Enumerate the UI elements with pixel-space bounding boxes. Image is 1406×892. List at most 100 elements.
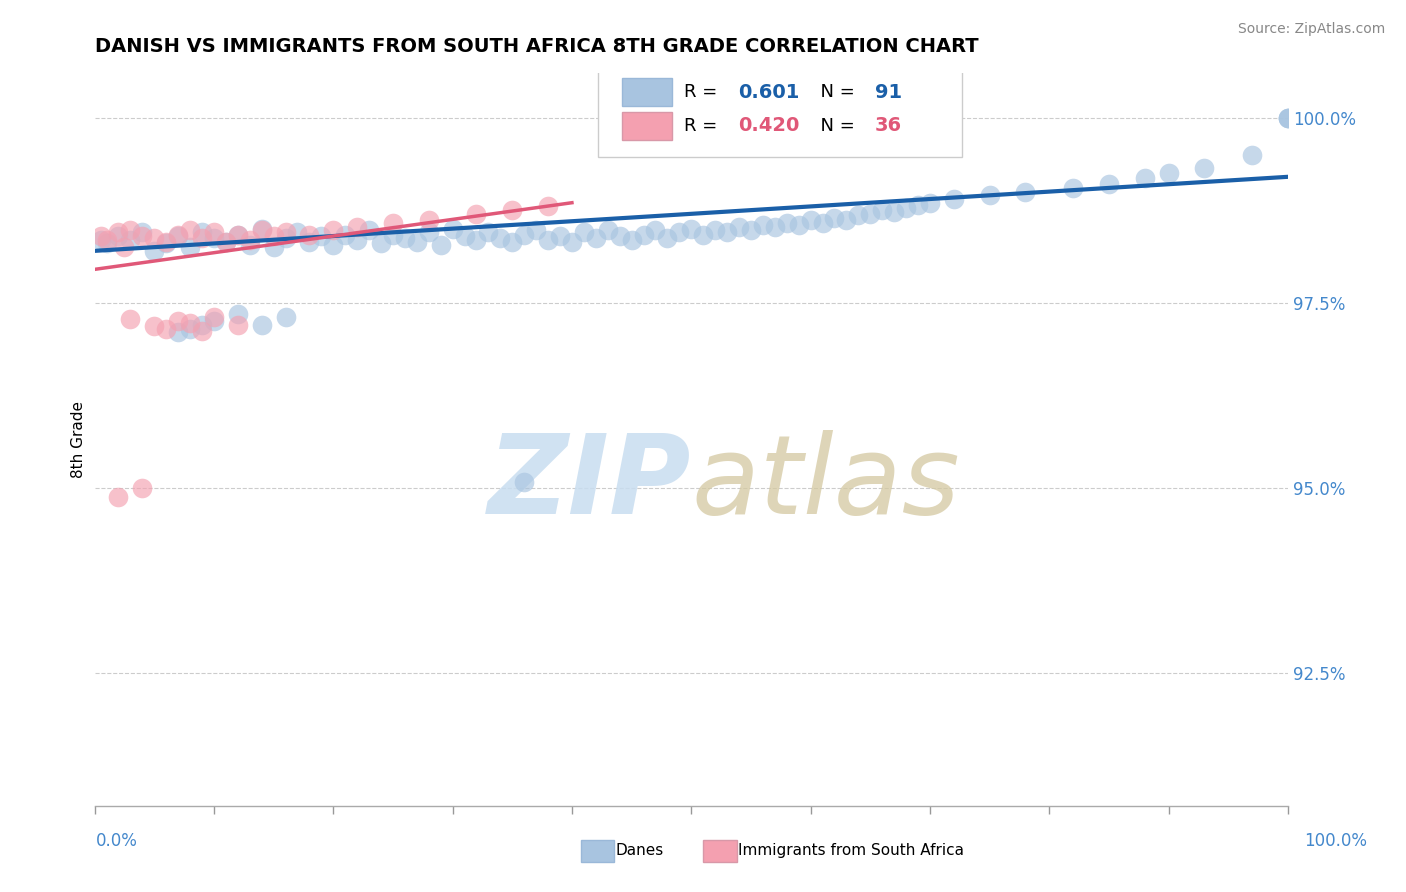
Point	[824, 211, 846, 225]
Point	[112, 240, 135, 254]
Point	[381, 227, 404, 242]
Point	[155, 236, 177, 251]
Point	[1098, 178, 1121, 192]
Point	[191, 324, 214, 338]
Point	[728, 220, 751, 235]
Point	[322, 238, 344, 252]
Text: Source: ZipAtlas.com: Source: ZipAtlas.com	[1237, 22, 1385, 37]
Point	[465, 207, 488, 221]
FancyBboxPatch shape	[621, 112, 672, 140]
Point	[143, 319, 166, 334]
Point	[942, 192, 965, 206]
Point	[226, 307, 249, 321]
Text: 91: 91	[875, 83, 903, 102]
Point	[191, 318, 214, 332]
Point	[202, 314, 225, 328]
Text: 0.0%: 0.0%	[96, 831, 138, 849]
Point	[346, 233, 368, 247]
Point	[846, 208, 869, 222]
Point	[215, 235, 238, 249]
Point	[1241, 147, 1264, 161]
Point	[1014, 185, 1036, 199]
Point	[394, 230, 416, 244]
Point	[1277, 111, 1299, 125]
Point	[787, 218, 810, 232]
Point	[370, 236, 392, 251]
Point	[1194, 161, 1216, 175]
Point	[835, 212, 858, 227]
Point	[657, 230, 679, 244]
Point	[918, 195, 941, 210]
Text: 0.420: 0.420	[738, 117, 799, 136]
Text: 0.601: 0.601	[738, 83, 799, 102]
Point	[90, 233, 112, 247]
Text: Immigrants from South Africa: Immigrants from South Africa	[738, 844, 965, 858]
Point	[202, 225, 225, 239]
Point	[596, 223, 619, 237]
Point	[811, 216, 834, 230]
Point	[800, 212, 823, 227]
Point	[120, 233, 142, 247]
Text: DANISH VS IMMIGRANTS FROM SOUTH AFRICA 8TH GRADE CORRELATION CHART: DANISH VS IMMIGRANTS FROM SOUTH AFRICA 8…	[94, 37, 979, 56]
Point	[740, 223, 762, 237]
Point	[202, 230, 225, 244]
Point	[357, 223, 380, 237]
Point	[191, 225, 214, 239]
Point	[250, 221, 273, 235]
Text: ZIP: ZIP	[488, 430, 692, 537]
Point	[681, 221, 703, 235]
Text: N =: N =	[810, 117, 860, 135]
Point	[250, 223, 273, 237]
Point	[1277, 111, 1299, 125]
Point	[418, 212, 440, 227]
Point	[107, 225, 129, 239]
Point	[335, 227, 357, 242]
Point	[96, 233, 118, 247]
Point	[120, 312, 142, 326]
Point	[418, 225, 440, 239]
Point	[179, 240, 201, 254]
Point	[405, 235, 427, 249]
Point	[120, 223, 142, 237]
Point	[859, 207, 882, 221]
Point	[1277, 111, 1299, 125]
Point	[524, 223, 547, 237]
Point	[143, 244, 166, 258]
Point	[179, 317, 201, 331]
Text: 100.0%: 100.0%	[1303, 831, 1367, 849]
Point	[537, 199, 560, 213]
Point	[381, 216, 404, 230]
Point	[274, 230, 297, 244]
Point	[131, 225, 153, 239]
Point	[179, 223, 201, 237]
Point	[155, 321, 177, 335]
Text: atlas: atlas	[692, 430, 960, 537]
Point	[979, 188, 1001, 202]
Point	[513, 227, 536, 242]
Point	[429, 238, 451, 252]
Point	[298, 235, 321, 249]
Point	[1062, 181, 1084, 195]
Point	[1133, 171, 1156, 186]
Point	[501, 203, 523, 218]
Point	[716, 225, 738, 239]
Point	[477, 225, 499, 239]
Point	[668, 225, 690, 239]
Point	[322, 223, 344, 237]
Point	[239, 233, 262, 247]
Point	[96, 236, 118, 251]
Point	[167, 314, 190, 328]
Point	[752, 218, 775, 232]
Point	[226, 227, 249, 242]
Point	[263, 240, 285, 254]
Point	[692, 227, 714, 242]
Point	[870, 203, 893, 218]
FancyBboxPatch shape	[598, 63, 962, 158]
Point	[90, 229, 112, 244]
Point	[776, 216, 799, 230]
Point	[561, 235, 583, 249]
Point	[155, 235, 177, 249]
Point	[274, 225, 297, 239]
Point	[548, 229, 571, 244]
Point	[620, 233, 643, 247]
